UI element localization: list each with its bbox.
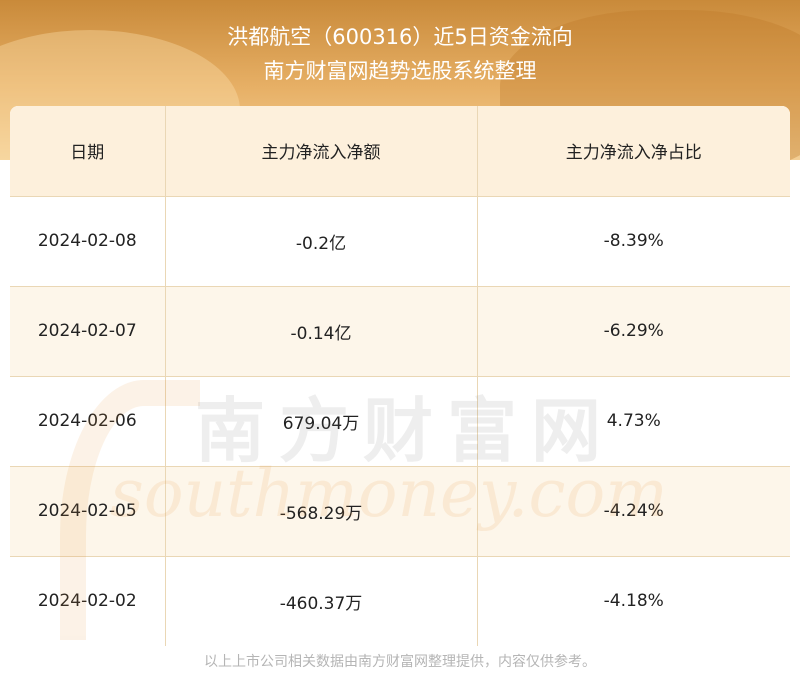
cell-net-inflow: -0.14亿	[165, 286, 478, 377]
column-header-date: 日期	[10, 106, 166, 197]
cell-date: 2024-02-05	[10, 466, 166, 557]
cell-date: 2024-02-06	[10, 376, 166, 467]
cell-date: 2024-02-02	[10, 556, 166, 646]
cell-net-ratio: 4.73%	[477, 376, 790, 467]
cell-net-ratio: -8.39%	[477, 196, 790, 287]
data-card: 日期 主力净流入净额 主力净流入净占比 2024-02-08 -0.2亿 -8.…	[10, 106, 790, 646]
cell-net-inflow: 679.04万	[165, 376, 478, 467]
cell-net-inflow: -460.37万	[165, 556, 478, 646]
table-header-row: 日期 主力净流入净额 主力净流入净占比	[10, 106, 790, 197]
table-row: 2024-02-07 -0.14亿 -6.29%	[10, 286, 790, 377]
footer-disclaimer: 以上上市公司相关数据由南方财富网整理提供，内容仅供参考。	[204, 654, 596, 670]
fund-flow-table: 日期 主力净流入净额 主力净流入净占比 2024-02-08 -0.2亿 -8.…	[10, 106, 790, 646]
cell-net-ratio: -6.29%	[477, 286, 790, 377]
column-header-net-inflow: 主力净流入净额	[165, 106, 478, 197]
table-row: 2024-02-06 679.04万 4.73%	[10, 376, 790, 467]
cell-net-ratio: -4.24%	[477, 466, 790, 557]
cell-net-ratio: -4.18%	[477, 556, 790, 646]
table-row: 2024-02-02 -460.37万 -4.18%	[10, 556, 790, 646]
table-row: 2024-02-08 -0.2亿 -8.39%	[10, 196, 790, 287]
cell-net-inflow: -568.29万	[165, 466, 478, 557]
cell-date: 2024-02-08	[10, 196, 166, 287]
table-row: 2024-02-05 -568.29万 -4.24%	[10, 466, 790, 557]
cell-date: 2024-02-07	[10, 286, 166, 377]
page-title: 洪都航空（600316）近5日资金流向	[227, 25, 573, 49]
column-header-net-ratio: 主力净流入净占比	[477, 106, 790, 197]
page-subtitle: 南方财富网趋势选股系统整理	[263, 59, 537, 83]
cell-net-inflow: -0.2亿	[165, 196, 478, 287]
